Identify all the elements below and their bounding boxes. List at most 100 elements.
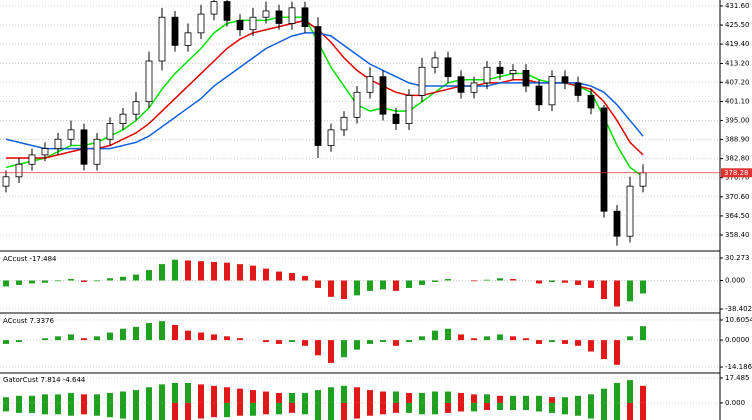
- gator-bar: [94, 402, 100, 416]
- histogram-bar: [445, 328, 451, 341]
- candle-body: [171, 16, 179, 46]
- gator-bar: [263, 391, 269, 403]
- histogram-bar: [406, 340, 412, 343]
- gator-bar: [640, 385, 646, 403]
- gator-bar: [16, 402, 22, 413]
- candle-body: [366, 76, 374, 93]
- gator-bar: [484, 402, 490, 411]
- candle-body: [28, 154, 36, 165]
- histogram-bar: [211, 334, 217, 341]
- histogram-bar: [81, 280, 87, 282]
- histogram-bar: [120, 328, 126, 341]
- histogram-bar: [367, 340, 373, 344]
- y-tick-label: 407.20: [725, 78, 750, 86]
- gator-bar: [627, 402, 633, 420]
- gator-bar: [42, 394, 48, 403]
- histogram-bar: [419, 280, 425, 285]
- histogram-bar: [263, 340, 269, 343]
- candle-body: [353, 91, 361, 118]
- candle-body: [574, 82, 582, 96]
- candle-body: [301, 7, 309, 27]
- current-price-box: [721, 168, 752, 178]
- histogram-bar: [3, 340, 9, 344]
- gator-bar: [497, 395, 503, 403]
- gator-bar: [29, 395, 35, 403]
- y-tick-label: 431.60: [725, 2, 750, 10]
- gator-bar: [510, 402, 516, 411]
- histogram-bar: [471, 338, 477, 341]
- candle-body: [509, 70, 517, 74]
- gator-bar: [315, 402, 321, 420]
- histogram-bar: [393, 340, 399, 346]
- gator-bar: [458, 392, 464, 403]
- y-tick-label: 0.000: [725, 276, 745, 284]
- gator-bar: [94, 394, 100, 403]
- gator-bar: [549, 402, 555, 413]
- gator-bar: [575, 402, 581, 416]
- histogram-bar: [640, 280, 646, 294]
- histogram-bar: [627, 336, 633, 341]
- gator-bar: [341, 385, 347, 403]
- histogram-bar: [562, 280, 568, 283]
- histogram-bar: [380, 280, 386, 290]
- gator-bar: [419, 402, 425, 415]
- histogram-bar: [302, 340, 308, 346]
- histogram-bar: [42, 280, 48, 283]
- gator-bar: [120, 391, 126, 403]
- gator-bar: [380, 402, 386, 415]
- gator-bar: [354, 402, 360, 419]
- histogram-bar: [497, 278, 503, 281]
- histogram-bar: [237, 264, 243, 281]
- histogram-bar: [575, 280, 581, 285]
- candle-body: [184, 32, 192, 46]
- gator-bar: [393, 391, 399, 403]
- histogram-bar: [250, 265, 256, 281]
- candle-body: [340, 116, 348, 131]
- gator-bar: [107, 392, 113, 403]
- gator-bar: [601, 388, 607, 403]
- gator-bar: [354, 387, 360, 403]
- histogram-bar: [120, 276, 126, 281]
- histogram-bar: [627, 280, 633, 302]
- candle-body: [197, 13, 205, 34]
- candle-body: [145, 60, 153, 103]
- gator-bar: [276, 402, 282, 415]
- gator-bar: [562, 397, 568, 403]
- histogram-bar: [419, 336, 425, 341]
- histogram-bar: [341, 280, 347, 300]
- gator-bar: [55, 394, 61, 403]
- gator-bar: [341, 402, 347, 420]
- histogram-bar: [315, 340, 321, 356]
- gator-bar: [380, 391, 386, 403]
- gator-bar: [393, 402, 399, 413]
- candle-body: [262, 10, 270, 18]
- gator-bar: [68, 392, 74, 403]
- y-tick-label: 17.485: [725, 374, 750, 382]
- gator-bar: [133, 402, 139, 420]
- gator-bar: [159, 402, 165, 420]
- y-tick-label: 358.40: [725, 231, 750, 239]
- histogram-bar: [68, 279, 74, 281]
- y-tick-label: 382.80: [725, 155, 750, 163]
- histogram-bar: [68, 334, 74, 341]
- candle-body: [444, 57, 452, 78]
- candle-body: [15, 163, 23, 178]
- gator-bar: [120, 402, 126, 419]
- gator-bar: [289, 402, 295, 413]
- candle-body: [561, 76, 569, 84]
- histogram-bar: [107, 278, 113, 281]
- gator-bar: [419, 392, 425, 403]
- current-price-label: 378.28: [724, 169, 749, 177]
- gator-bar: [328, 387, 334, 403]
- gator-bar: [185, 402, 191, 420]
- gator-bar: [289, 392, 295, 403]
- gator-bar: [523, 402, 529, 411]
- histogram-bar: [536, 280, 542, 284]
- histogram-bar: [172, 259, 178, 281]
- gator-bar: [172, 402, 178, 420]
- y-tick-label: 0.000: [725, 399, 745, 407]
- y-tick-label: 388.90: [725, 136, 750, 144]
- histogram-bar: [146, 323, 152, 341]
- histogram-bar: [380, 340, 386, 343]
- histogram-bar: [549, 340, 555, 343]
